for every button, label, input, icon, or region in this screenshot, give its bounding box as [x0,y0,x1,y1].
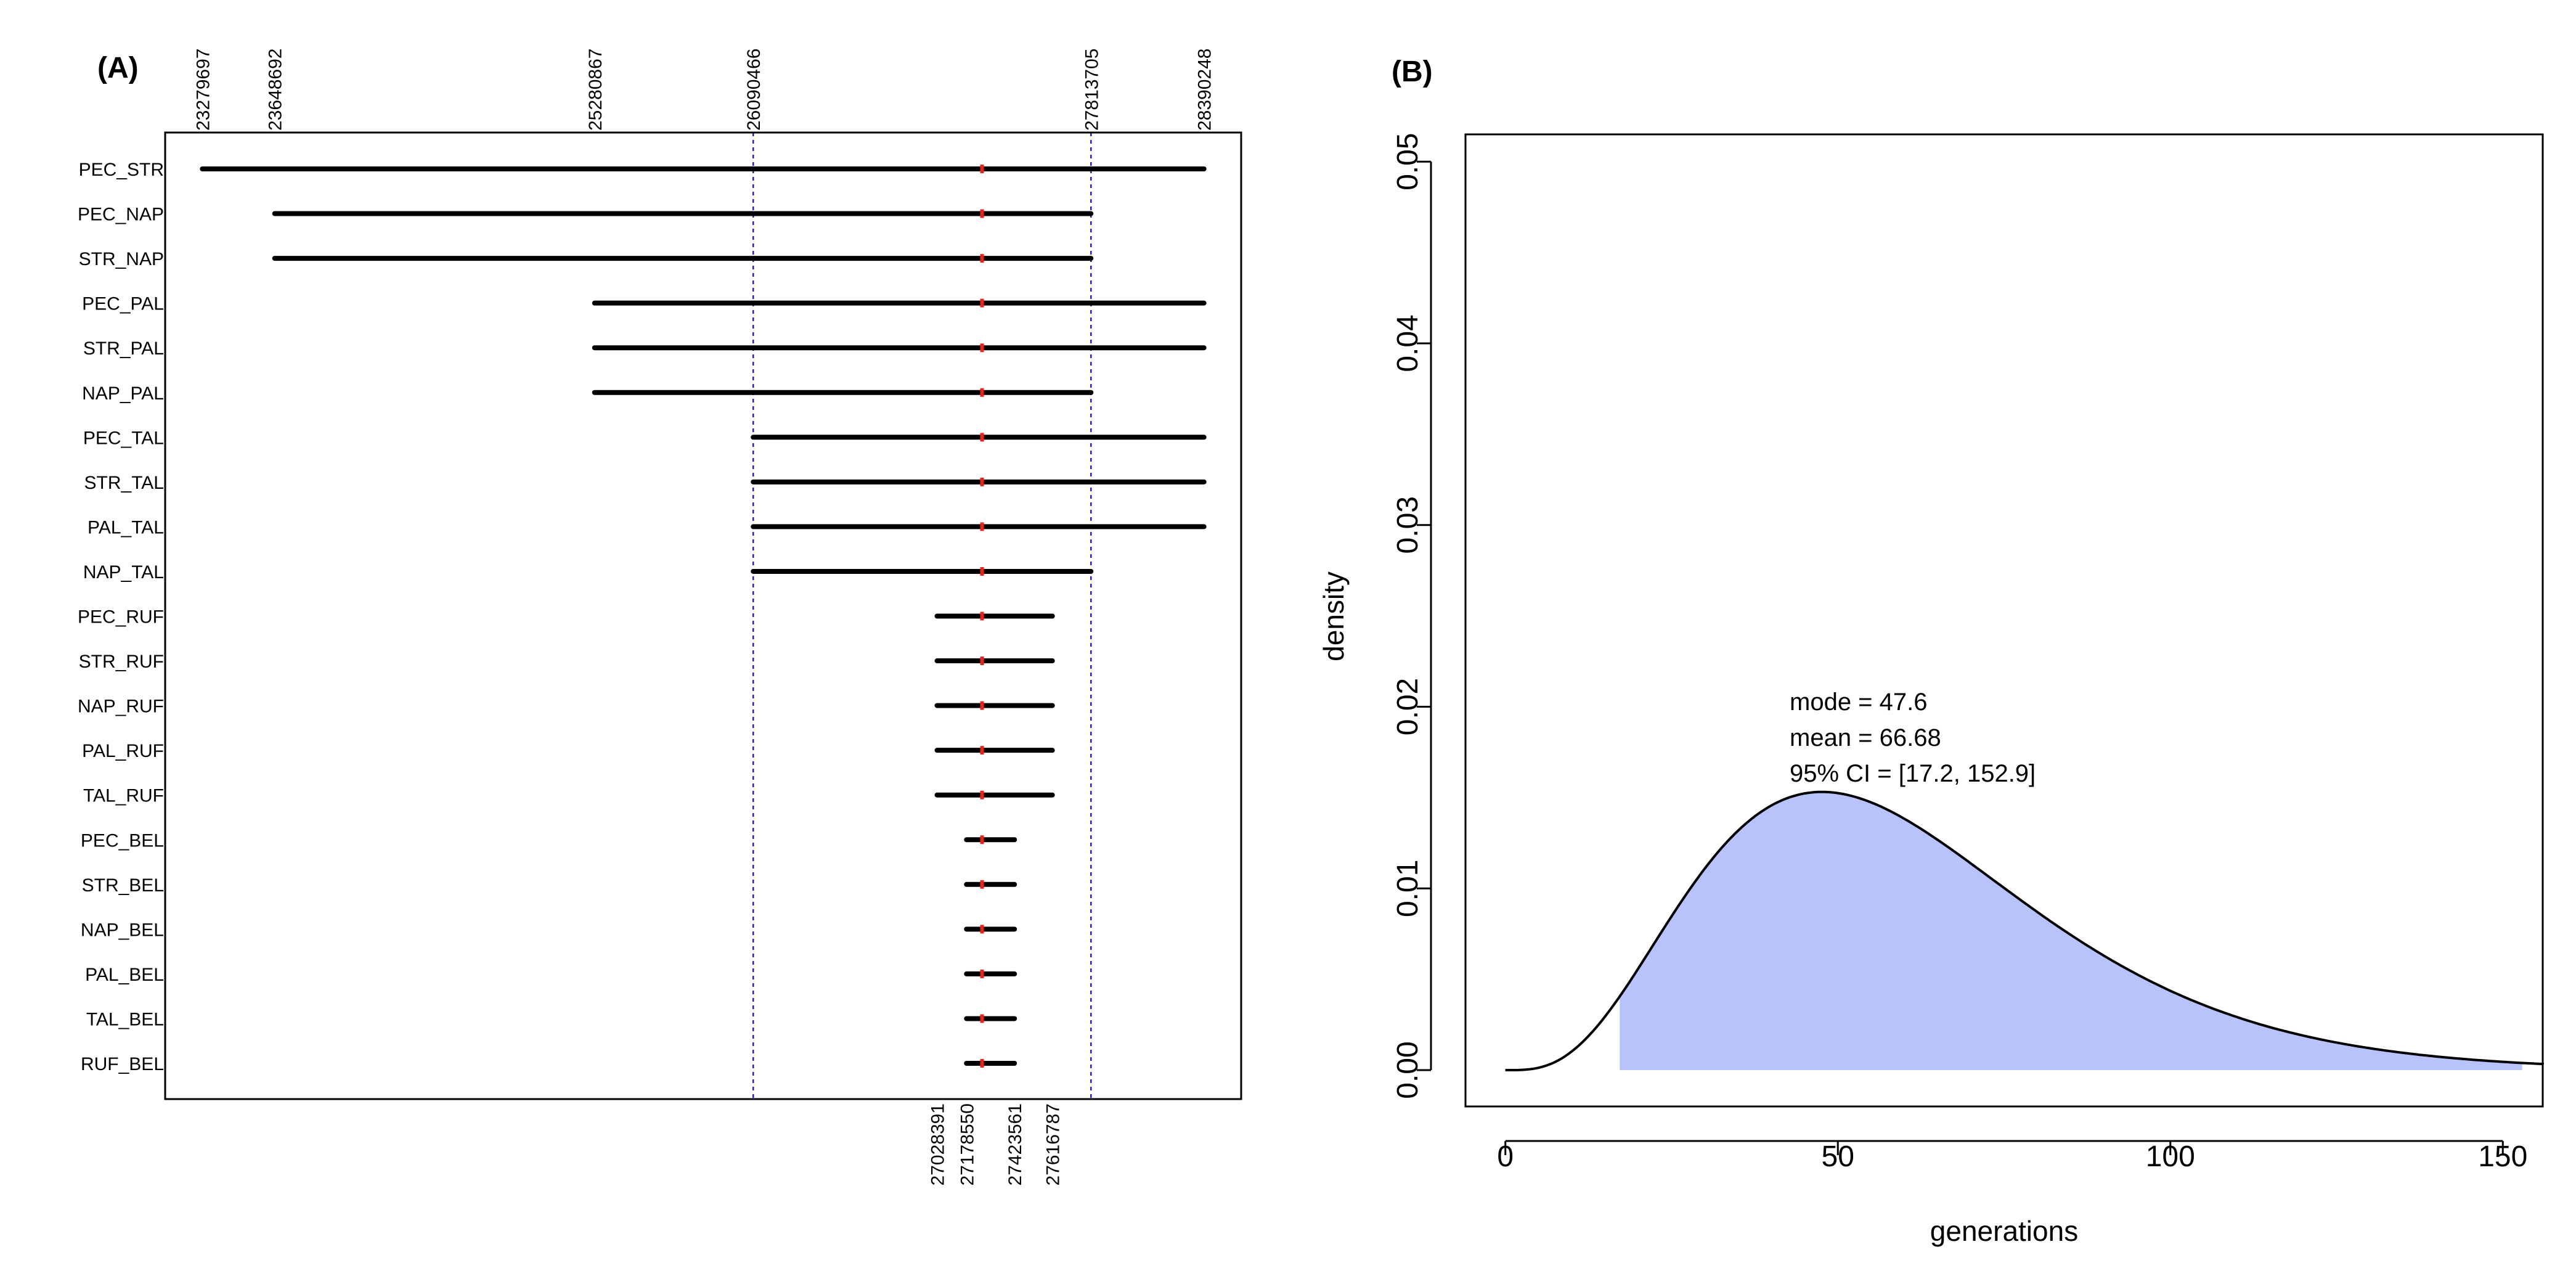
ci-shaded-area [1620,791,2522,1070]
x-tick-label: 100 [2146,1140,2195,1173]
row-label: PEC_BEL [81,830,164,851]
row-label: STR_PAL [83,338,164,359]
bottom-position-label: 27423561 [1005,1103,1025,1185]
row-label: TAL_BEL [86,1009,164,1029]
top-position-label: 23279697 [193,49,213,131]
row-label: PAL_TAL [88,517,164,538]
top-position-label: 25280867 [585,49,606,131]
row-label: PEC_TAL [83,428,164,448]
top-position-label: 28390248 [1195,49,1215,131]
top-position-label: 27813705 [1082,49,1102,131]
y-tick-label: 0.01 [1392,860,1424,917]
row-label: RUF_BEL [81,1054,164,1074]
x-tick-label: 0 [1497,1140,1514,1173]
interval-segments [200,165,1207,1068]
panel-a: (A) PEC_STR PEC_NAP STR_NAP PEC_PAL STR_PAL N… [78,49,1242,1185]
bottom-position-label: 27028391 [928,1103,948,1185]
row-label: STR_NAP [79,249,164,269]
row-label: PAL_BEL [85,965,164,985]
reference-lines [752,133,1092,1099]
y-tick-label: 0.02 [1392,678,1424,735]
row-label: NAP_TAL [83,562,164,583]
row-label: STR_TAL [84,473,164,493]
y-tick-label: 0.04 [1392,314,1424,372]
row-label: STR_RUF [79,652,164,672]
row-label: STR_BEL [82,875,164,896]
row-label: PEC_RUF [78,607,164,628]
x-tick-label: 50 [1822,1140,1854,1173]
y-tick-label: 0.00 [1392,1041,1424,1098]
row-label: PEC_NAP [78,205,164,225]
x-axis: 0 50 100 150 [1497,1140,2527,1173]
mode-annotation: mode = 47.6 [1790,689,1928,716]
top-position-label: 23648692 [266,49,286,131]
row-label: PAL_RUF [82,741,164,761]
x-axis-title: generations [1930,1215,2078,1247]
y-axis: 0.00 0.01 0.02 0.03 0.04 0.05 [1392,133,1432,1099]
row-label: PEC_PAL [82,294,164,314]
ci-annotation: 95% CI = [17.2, 152.9] [1790,760,2036,787]
panel-a-plot-frame [164,131,1242,1100]
row-label: TAL_RUF [83,786,164,806]
row-label: NAP_PAL [82,383,164,404]
row-label: PEC_STR [79,160,164,180]
panel-a-label: (A) [97,52,139,84]
top-position-labels: 23279697 23648692 25280867 26090466 27813705… [193,49,1215,131]
row-label: NAP_BEL [81,920,164,940]
y-tick-label: 0.05 [1392,133,1424,190]
y-tick-label: 0.03 [1392,496,1424,554]
panel-b-label: (B) [1392,55,1433,88]
bottom-position-label: 27178550 [957,1103,977,1185]
mean-annotation: mean = 66.68 [1790,724,1941,751]
row-labels: PEC_STR PEC_NAP STR_NAP PEC_PAL STR_PAL NAP_P… [78,160,164,1074]
row-label: NAP_RUF [78,697,164,717]
panel-b-plot-frame [1464,133,2544,1108]
bottom-position-label: 27616787 [1043,1103,1064,1185]
y-axis-title: density [1318,571,1350,661]
density-curve [1505,790,2544,1071]
x-tick-label: 150 [2478,1140,2527,1173]
top-position-label: 26090466 [744,49,764,131]
bottom-position-labels: 27028391 27178550 27423561 27616787 [928,1103,1064,1185]
panel-b: (B) 0 50 100 150 0.00 0.01 0.02 0.03 0.04 0.05 g… [1318,55,2544,1247]
